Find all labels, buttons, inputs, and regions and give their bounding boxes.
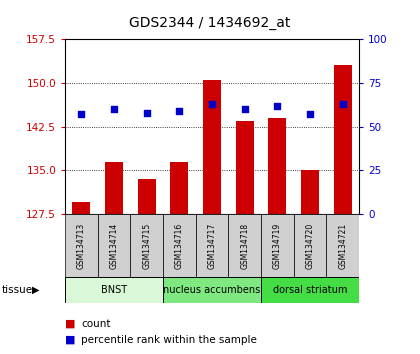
Point — [307, 112, 313, 117]
Text: GSM134716: GSM134716 — [175, 223, 184, 269]
Bar — [203, 80, 221, 214]
Point — [111, 106, 118, 112]
Text: ▶: ▶ — [32, 285, 40, 295]
Text: GSM134717: GSM134717 — [207, 223, 217, 269]
Bar — [98, 214, 131, 278]
Bar — [334, 65, 352, 214]
Bar — [72, 202, 90, 214]
Point — [78, 112, 85, 117]
Bar — [65, 277, 163, 303]
Point — [209, 101, 215, 107]
Bar — [105, 161, 123, 214]
Text: GSM134718: GSM134718 — [240, 223, 249, 269]
Point — [274, 103, 281, 108]
Point — [176, 108, 183, 114]
Bar — [261, 214, 294, 278]
Text: GDS2344 / 1434692_at: GDS2344 / 1434692_at — [129, 16, 291, 30]
Bar — [196, 214, 228, 278]
Bar — [261, 277, 359, 303]
Text: GSM134719: GSM134719 — [273, 223, 282, 269]
Bar — [301, 170, 319, 214]
Bar — [236, 121, 254, 214]
Bar — [171, 161, 189, 214]
Text: GSM134720: GSM134720 — [306, 223, 315, 269]
Text: ■: ■ — [65, 335, 76, 345]
Bar — [163, 214, 196, 278]
Bar — [131, 214, 163, 278]
Point — [241, 106, 248, 112]
Bar — [65, 214, 98, 278]
Text: nucleus accumbens: nucleus accumbens — [163, 285, 261, 295]
Bar — [163, 277, 261, 303]
Text: dorsal striatum: dorsal striatum — [273, 285, 347, 295]
Text: percentile rank within the sample: percentile rank within the sample — [81, 335, 257, 345]
Point — [143, 110, 150, 115]
Text: GSM134714: GSM134714 — [110, 223, 118, 269]
Text: GSM134713: GSM134713 — [77, 223, 86, 269]
Text: tissue: tissue — [2, 285, 33, 295]
Text: BNST: BNST — [101, 285, 127, 295]
Text: count: count — [81, 319, 110, 329]
Bar — [138, 179, 156, 214]
Text: ■: ■ — [65, 319, 76, 329]
Bar — [228, 214, 261, 278]
Bar — [294, 214, 326, 278]
Text: GSM134715: GSM134715 — [142, 223, 151, 269]
Bar — [326, 214, 359, 278]
Bar — [268, 118, 286, 214]
Point — [339, 101, 346, 107]
Text: GSM134721: GSM134721 — [338, 223, 347, 269]
